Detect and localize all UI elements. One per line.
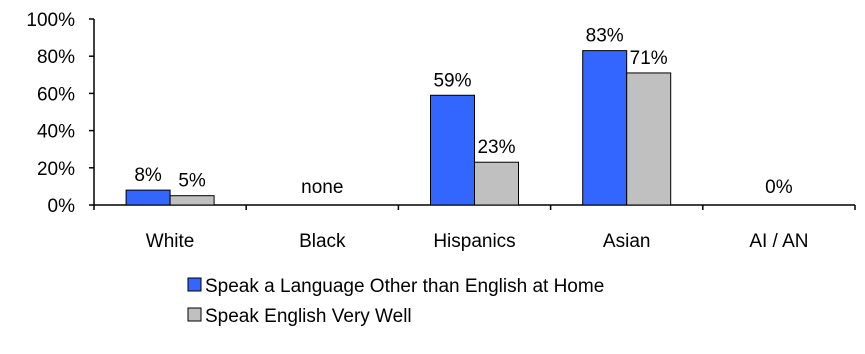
category-label: Hispanics <box>433 231 515 252</box>
chart-labels: 8% 59% 83% 5% 23% 71% none 0% <box>134 26 792 198</box>
data-label: 23% <box>477 137 515 158</box>
data-label: 71% <box>630 48 668 69</box>
data-label: 59% <box>433 70 471 91</box>
legend-label: Speak English Very Well <box>205 306 412 327</box>
y-tick-label: 20% <box>37 159 75 180</box>
category-label: Asian <box>603 231 651 252</box>
y-tick-label: 40% <box>37 122 75 143</box>
bar-english-very-well <box>474 161 519 206</box>
category-label: Black <box>299 231 346 252</box>
category-label: White <box>146 231 195 252</box>
chart-axes: 0% 20% 40% 60% 80% 100% White Black Hispanics Asi… <box>26 10 856 252</box>
y-tick-label: 100% <box>26 10 75 31</box>
legend-swatch <box>187 307 202 322</box>
category-label: AI / AN <box>749 231 808 252</box>
category-note: 0% <box>765 177 793 198</box>
y-tick-label: 0% <box>48 196 76 217</box>
bar-english-very-well <box>169 195 215 206</box>
data-label: 8% <box>134 165 162 186</box>
bar-english-very-well <box>626 72 672 206</box>
chart-legend: Speak a Language Other than English at H… <box>187 276 604 327</box>
bar-other-language <box>125 189 171 206</box>
bar-other-language <box>582 50 628 206</box>
data-label: 5% <box>178 171 206 192</box>
y-tick-label: 80% <box>37 47 75 68</box>
category-note: none <box>301 177 343 198</box>
y-tick-label: 60% <box>37 84 75 105</box>
data-label: 83% <box>586 26 624 47</box>
legend-swatch <box>187 277 202 292</box>
chart-bars <box>125 50 672 206</box>
legend-label: Speak a Language Other than English at H… <box>205 276 604 297</box>
bar-other-language <box>430 94 475 206</box>
